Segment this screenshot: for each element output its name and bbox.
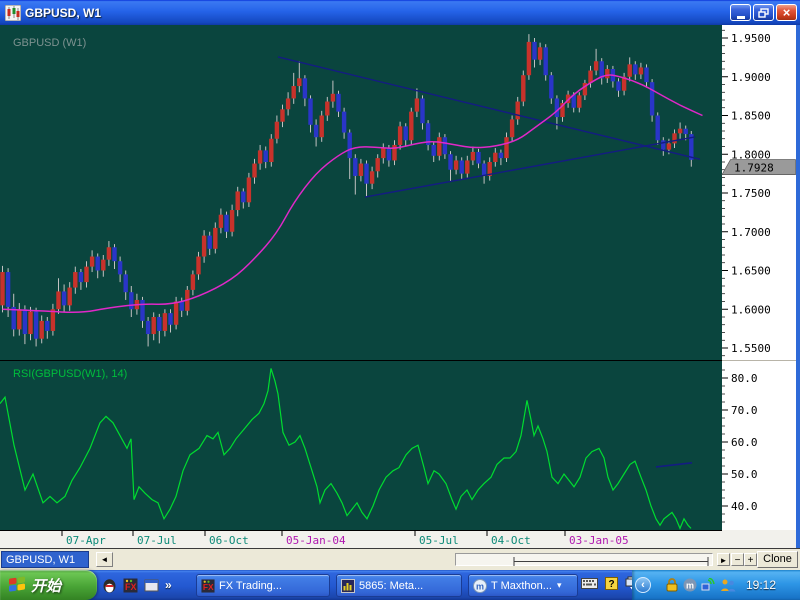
language-bar: ? [581, 576, 638, 590]
svg-text:1.6500: 1.6500 [731, 265, 771, 278]
fx-quicklaunch-icon[interactable]: FX [123, 578, 138, 593]
ime-help-icon[interactable]: ? [605, 576, 618, 590]
taskbar-item-label: FX Trading... [219, 579, 282, 592]
svg-text:1.8000: 1.8000 [731, 148, 771, 161]
svg-text:60.0: 60.0 [731, 436, 758, 449]
date-label: 05-Jul [419, 534, 459, 547]
chart-tab-gbpusd[interactable]: GBPUSD, W1 [1, 551, 89, 568]
restore-button[interactable] [753, 4, 774, 21]
chart-tab-bar: GBPUSD, W1 ◄ ► − + Clone [0, 548, 800, 570]
app-window-icon[interactable] [144, 578, 159, 593]
svg-text:1.9000: 1.9000 [731, 71, 771, 84]
minimize-icon [736, 15, 745, 19]
taskbar-item-label: T Maxthon... [491, 579, 552, 592]
keyboard-icon[interactable] [581, 577, 598, 590]
taskbar-item-maxthon[interactable]: m T Maxthon... ▾ [468, 574, 578, 597]
minimize-button[interactable] [730, 4, 751, 21]
svg-text:m: m [686, 581, 694, 591]
date-label: 05-Jan-04 [286, 534, 346, 547]
moving-average-line [2, 74, 703, 314]
rsi-indicator-label: RSI(GBPUSD(W1), 14) [13, 368, 127, 380]
current-price-tag [721, 159, 796, 175]
svg-text:FX: FX [125, 582, 137, 592]
network-signal-icon[interactable] [701, 578, 716, 592]
zoom-out-button[interactable]: − [731, 553, 744, 566]
window-titlebar: GBPUSD, W1 × [0, 0, 800, 25]
svg-text:40.0: 40.0 [731, 500, 758, 513]
restore-icon [758, 7, 769, 18]
window-right-border [796, 25, 800, 548]
rsi-trendline [655, 462, 693, 468]
metatrader-icon [341, 578, 355, 593]
taskbar-item-metatrader[interactable]: 5865: Meta... [336, 574, 462, 597]
start-button-label: 开始 [31, 577, 62, 595]
system-tray: ‹ m [632, 570, 800, 600]
qq-icon[interactable] [102, 578, 117, 593]
svg-text:1.8500: 1.8500 [731, 110, 771, 123]
price-chart[interactable]: 1.9500 1.9000 1.8500 1.8000 1.7500 1.7000 1.65… [0, 25, 800, 548]
fx-app-icon: FX [201, 578, 215, 593]
maxthon-tray-icon[interactable]: m [683, 578, 697, 592]
svg-text:1.5500: 1.5500 [731, 342, 771, 355]
price-axis-bg [722, 25, 796, 530]
symbol-label: GBPUSD (W1) [13, 37, 86, 49]
taskbar-item-fx-trading[interactable]: FX FX Trading... [196, 574, 330, 597]
svg-text:m: m [476, 581, 484, 591]
quick-launch-area: FX » [102, 570, 172, 600]
quick-launch-expand-icon[interactable]: » [165, 578, 172, 592]
security-lock-icon[interactable] [665, 578, 679, 592]
taskbar-group-caret-icon[interactable]: ▾ [556, 580, 562, 590]
close-button[interactable]: × [776, 4, 797, 21]
chart-panels-bg [0, 25, 722, 530]
date-label: 03-Jan-05 [569, 534, 629, 547]
window-title: GBPUSD, W1 [25, 5, 102, 20]
candles-layer [0, 34, 694, 347]
date-label: 07-Jul [137, 534, 177, 547]
svg-text:50.0: 50.0 [731, 468, 758, 481]
svg-text:1.7000: 1.7000 [731, 226, 771, 239]
chart-shift-trackbar[interactable] [455, 553, 713, 566]
date-label: 04-Oct [491, 534, 531, 547]
tray-collapse-chevron-icon[interactable]: ‹ [635, 577, 651, 593]
svg-text:70.0: 70.0 [731, 404, 758, 417]
svg-text:1.9500: 1.9500 [731, 32, 771, 45]
svg-text:80.0: 80.0 [731, 372, 758, 385]
candlestick-chart-icon [5, 4, 21, 21]
taskbar-clock: 19:12 [746, 578, 777, 592]
zoom-in-button[interactable]: + [744, 553, 757, 566]
tab-scroll-left-button[interactable]: ◄ [96, 552, 113, 567]
svg-text:FX: FX [203, 582, 214, 592]
close-icon: × [782, 5, 791, 20]
taskbar: 开始 FX » FX FX [0, 570, 800, 600]
clone-button[interactable]: Clone [757, 551, 798, 568]
scroll-right-button[interactable]: ► [717, 553, 730, 566]
trendline [364, 136, 696, 198]
svg-text:1.6000: 1.6000 [731, 303, 771, 316]
trendline [277, 56, 701, 160]
taskbar-item-label: 5865: Meta... [359, 579, 424, 592]
start-button[interactable]: 开始 [0, 570, 97, 600]
svg-text:1.7928: 1.7928 [734, 161, 774, 174]
svg-text:?: ? [609, 579, 615, 590]
date-label: 07-Apr [66, 534, 106, 547]
windows-logo-icon [9, 576, 25, 592]
maxthon-icon: m [473, 578, 487, 593]
messenger-people-icon[interactable] [720, 578, 736, 592]
svg-text:1.7500: 1.7500 [731, 187, 771, 200]
date-label: 06-Oct [209, 534, 249, 547]
rsi-line [0, 368, 692, 530]
